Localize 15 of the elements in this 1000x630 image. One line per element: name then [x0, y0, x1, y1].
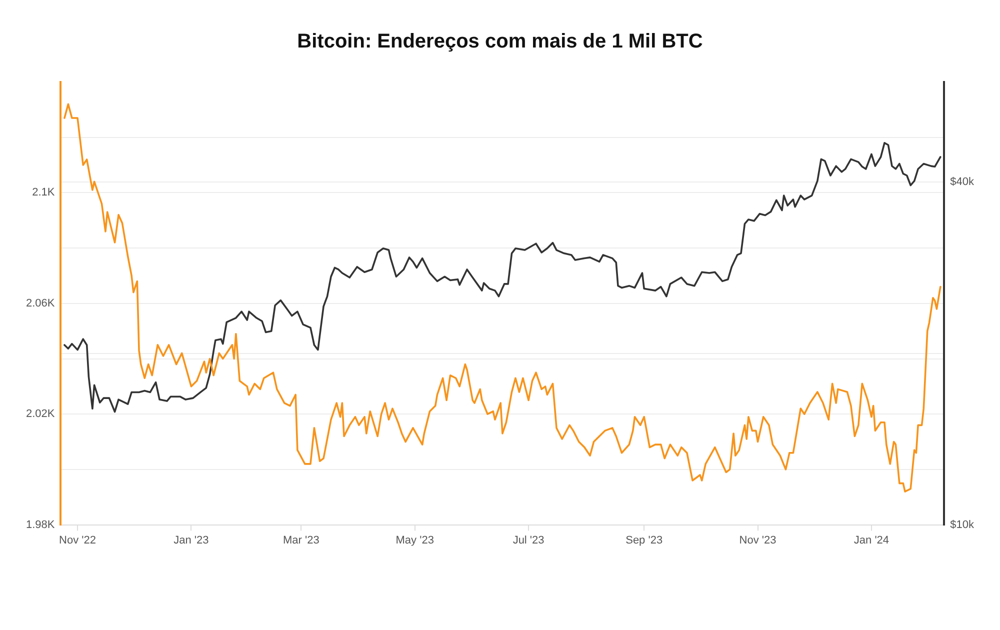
y-tick-label: 2.06K	[26, 297, 56, 310]
y2-tick-label: $10k	[950, 518, 974, 531]
x-tick-label: Jan '24	[854, 534, 890, 546]
y2-tick-label: $40k	[950, 176, 974, 188]
x-tick-label: Nov '22	[59, 534, 96, 546]
x-tick-label: May '23	[396, 534, 434, 546]
x-tick-label: Jan '23	[174, 534, 209, 546]
y-tick-label: 2.02K	[26, 408, 56, 420]
y-tick-label: 1.98K	[26, 518, 56, 531]
x-tick-label: Nov '23	[739, 534, 776, 546]
x-tick-label: Mar '23	[282, 534, 320, 546]
x-tick-label: Sep '23	[626, 534, 663, 546]
y-tick-label: 2.1K	[32, 186, 56, 199]
chart-title: Bitcoin: Endereços com mais de 1 Mil BTC	[297, 30, 703, 53]
x-tick-label: Jul '23	[512, 534, 544, 546]
